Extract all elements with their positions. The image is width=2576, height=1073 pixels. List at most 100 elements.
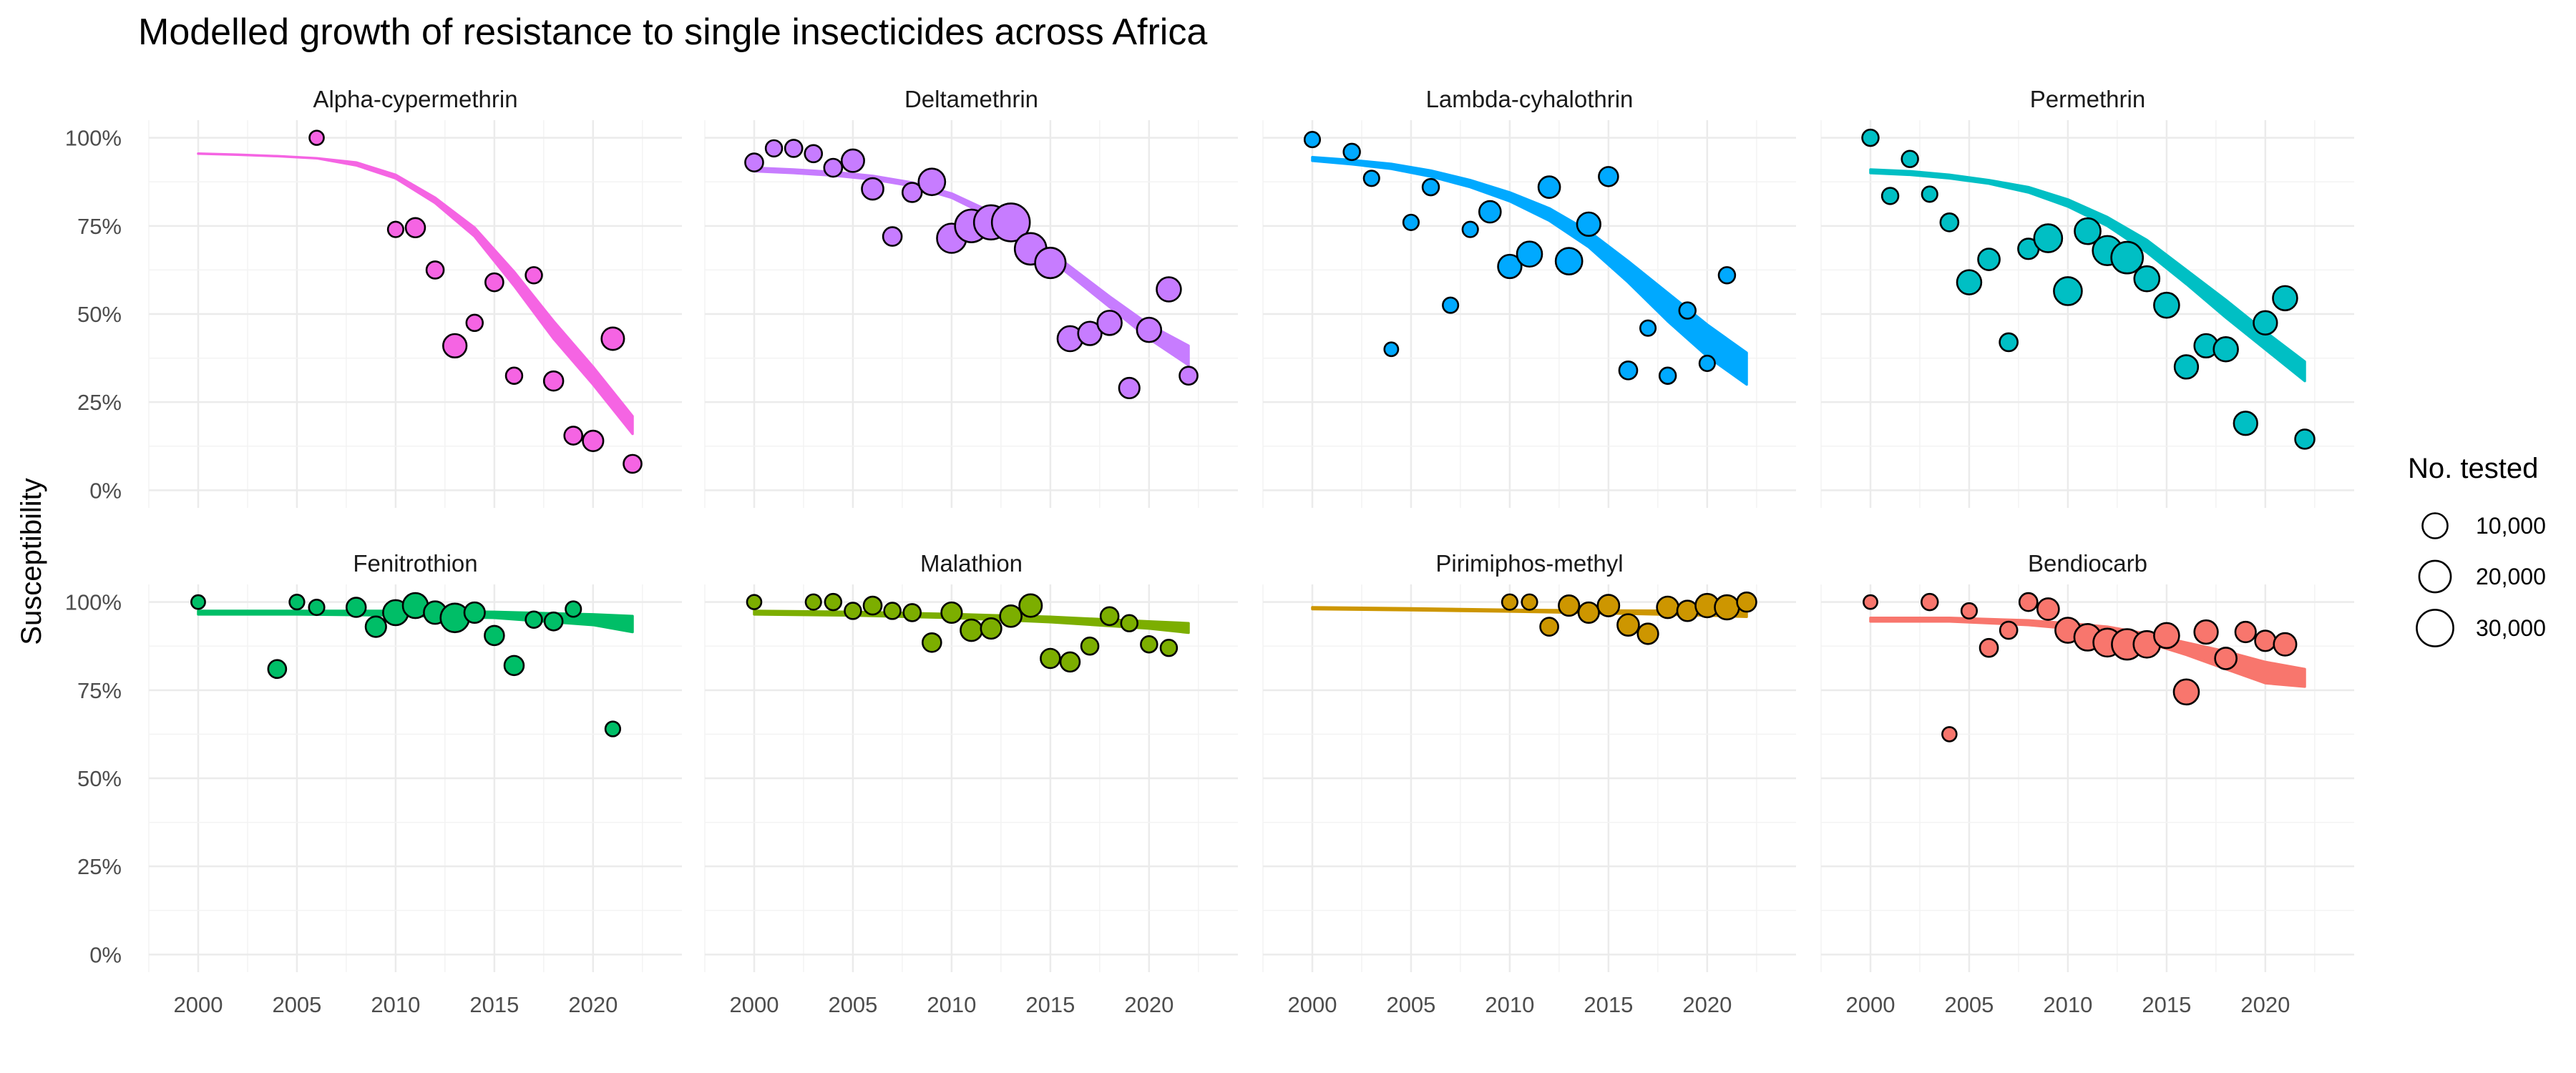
data-point [1461, 220, 1479, 238]
y-tick-label: 50% [77, 302, 122, 327]
data-points [1303, 131, 1737, 385]
data-point [1656, 595, 1679, 619]
data-point [425, 260, 445, 280]
data-point [604, 720, 622, 738]
data-point [2153, 291, 2180, 319]
data-point [1501, 593, 1518, 611]
x-tick-label: 2020 [1124, 992, 1174, 1017]
data-point [1034, 246, 1067, 280]
data-point [503, 655, 525, 677]
x-tick-label: 2005 [1386, 992, 1435, 1017]
data-point [1921, 185, 1938, 203]
data-point [2273, 632, 2298, 657]
data-point [1402, 213, 1420, 231]
data-point [623, 454, 643, 474]
x-tick-label: 2000 [729, 992, 779, 1017]
data-point [1956, 269, 1983, 295]
data-point [1521, 593, 1538, 611]
x-tick-label: 2000 [1845, 992, 1895, 1017]
data-point [308, 129, 325, 146]
data-point [543, 611, 564, 632]
facet-panel-malathion: Malathion 2000 2005 2010 2015 2020 [704, 550, 1238, 1017]
data-point [2212, 336, 2239, 363]
facet-panel-deltamethrin: Deltamethrin [704, 86, 1238, 508]
data-point [1018, 593, 1043, 618]
facet-label: Lambda-cyhalothrin [1426, 86, 1634, 112]
legend-label: 10,000 [2476, 513, 2546, 539]
x-tick-label: 2020 [568, 992, 618, 1017]
x-tick-label: 2010 [1485, 992, 1534, 1017]
data-point [980, 617, 1002, 640]
y-tick-label: 25% [77, 854, 122, 879]
data-point [784, 139, 804, 158]
panel-grid [1262, 120, 1796, 508]
x-tick-label: 2005 [828, 992, 877, 1017]
data-point [1616, 613, 1640, 637]
data-point [2053, 276, 2083, 306]
data-point [1598, 166, 1619, 187]
data-point [345, 597, 367, 618]
data-point [1558, 594, 1581, 617]
data-point [883, 602, 902, 620]
data-point [861, 177, 884, 201]
data-points [1501, 591, 1757, 645]
data-point [465, 313, 484, 333]
data-point [2294, 428, 2316, 450]
data-point [2033, 223, 2064, 253]
data-point [1179, 366, 1199, 386]
facet-panel-lambda-cyhalothrin: Lambda-cyhalothrin [1262, 86, 1796, 508]
data-point [844, 602, 862, 620]
data-point [1636, 622, 1659, 645]
x-tick-label: 2015 [2142, 992, 2191, 1017]
panel-grid [1262, 584, 1796, 972]
data-point [1717, 266, 1737, 285]
x-tick-label: 2000 [173, 992, 223, 1017]
data-point [764, 139, 784, 158]
data-point [1159, 638, 1179, 657]
data-point [1977, 248, 2001, 271]
x-tick-label: 2010 [371, 992, 420, 1017]
x-tick-label: 2020 [2240, 992, 2290, 1017]
data-point [1678, 301, 1697, 320]
data-point [1861, 128, 1880, 147]
trend-band [753, 166, 1190, 367]
data-point [1880, 187, 1900, 205]
y-tick-label: 100% [65, 590, 122, 615]
legend-title: No. tested [2408, 453, 2538, 484]
data-point [1939, 212, 1960, 232]
data-point [1941, 726, 1958, 743]
data-point [1516, 240, 1543, 268]
facet-panel-permethrin: Permethrin [1820, 86, 2354, 508]
legend-key [2418, 559, 2452, 594]
data-point [999, 604, 1023, 628]
data-point [1979, 637, 1999, 658]
data-point [308, 598, 326, 617]
data-point [2234, 620, 2257, 644]
facet-panel-bendiocarb: Bendiocarb 2000 2005 2010 2015 2020 [1820, 550, 2354, 1017]
data-point [1096, 310, 1123, 336]
data-point [2172, 678, 2200, 706]
data-points [1861, 128, 2316, 450]
legend-label: 20,000 [2476, 564, 2546, 589]
data-point [2153, 622, 2180, 650]
data-point [804, 144, 824, 164]
data-point [1099, 606, 1120, 627]
data-point [2133, 265, 2161, 293]
data-point [901, 182, 923, 203]
panel-grid [148, 584, 682, 972]
facet-label: Permethrin [2030, 86, 2145, 112]
data-point [1676, 599, 1699, 622]
data-point [2074, 217, 2102, 245]
data-point [386, 220, 404, 238]
data-point [1342, 142, 1361, 162]
legend-key [2416, 609, 2454, 647]
data-point [1736, 591, 1757, 613]
data-point [1478, 200, 1502, 224]
x-tick-label: 2010 [927, 992, 976, 1017]
data-point [484, 272, 504, 293]
x-tick-label: 2015 [1584, 992, 1633, 1017]
data-point [364, 615, 387, 638]
data-point [1596, 594, 1621, 617]
data-point [960, 618, 983, 642]
x-tick-label: 2010 [2043, 992, 2092, 1017]
